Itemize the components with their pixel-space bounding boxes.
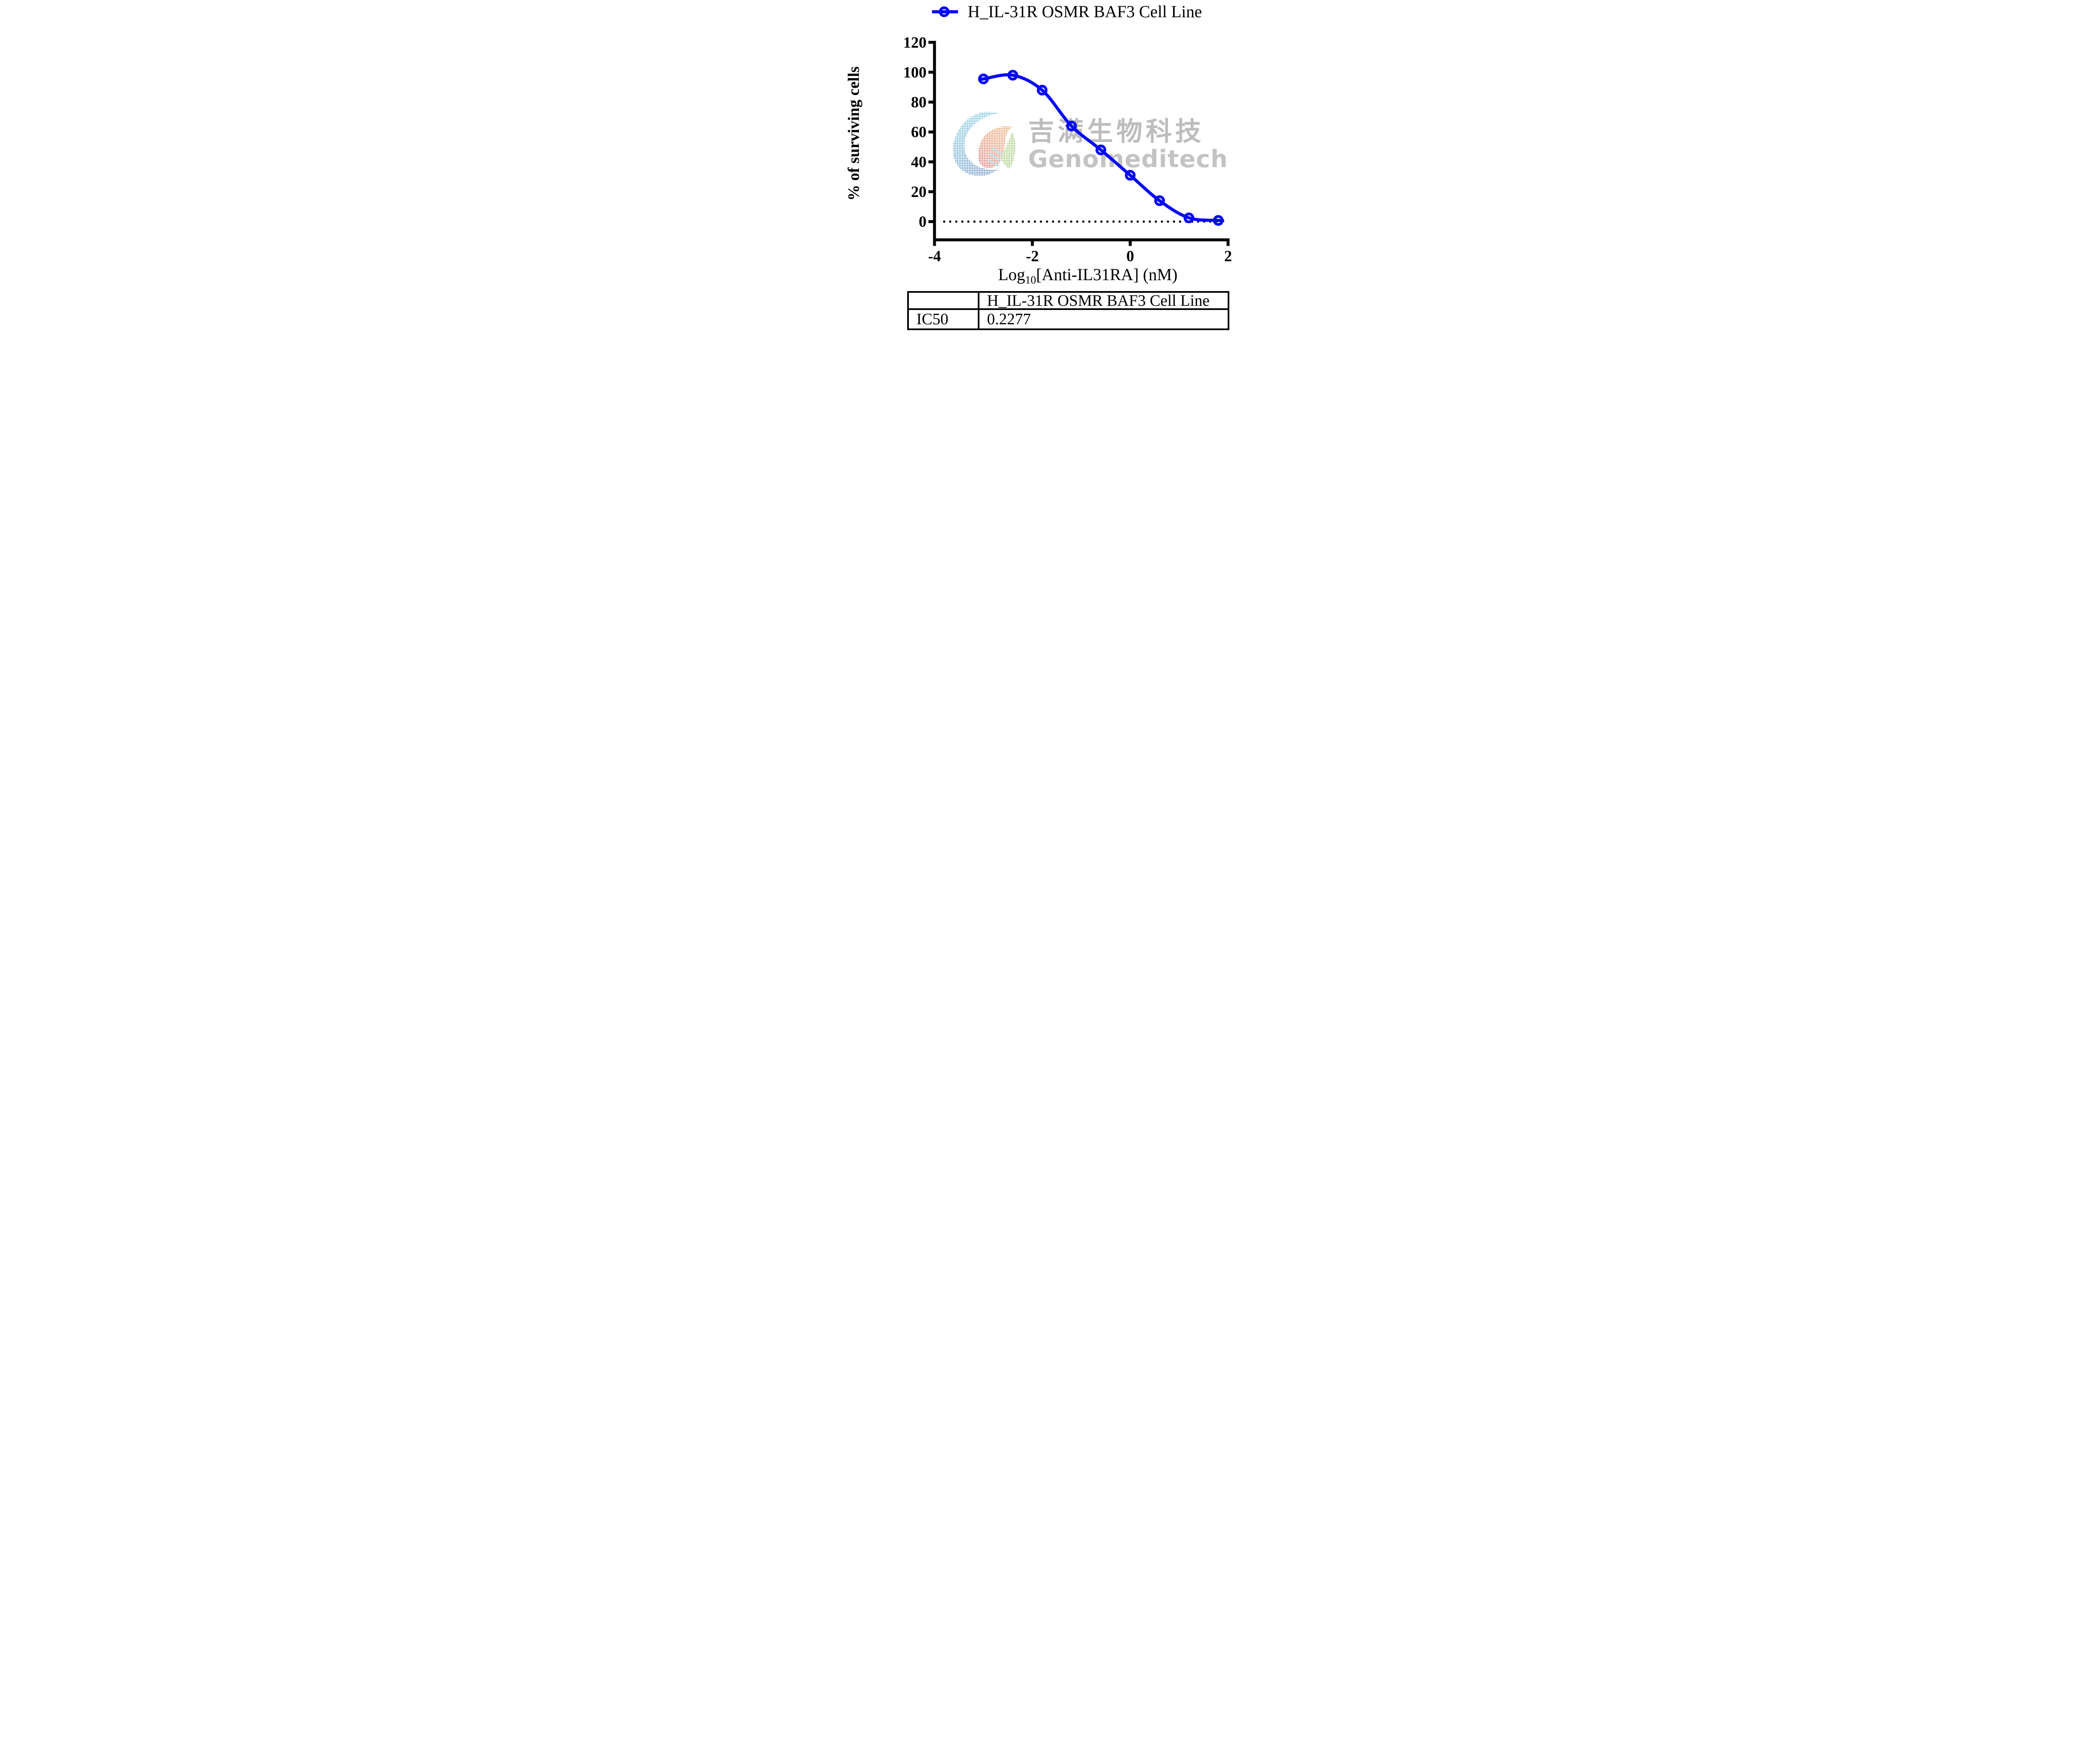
legend: H_IL-31R OSMR BAF3 Cell Line xyxy=(932,3,1202,21)
logo-dna-strands xyxy=(987,147,1003,166)
x-axis-title-suffix: [Anti-IL31RA] (nM) xyxy=(1036,265,1178,284)
figure-canvas: 吉满生物科技 Genomeditech 0 20 40 60 80 100 120 -4 -2 0… xyxy=(727,0,1373,336)
legend-label: H_IL-31R OSMR BAF3 Cell Line xyxy=(968,2,1202,21)
data-point-marker-1 xyxy=(1007,70,1018,81)
y-axis-title: % of surviving cells xyxy=(845,66,863,201)
watermark-cn-text: 吉满生物科技 xyxy=(1028,116,1205,147)
data-point-marker-0 xyxy=(978,74,989,84)
y-tick-label-0: 0 xyxy=(919,213,927,231)
plot-area: 0 20 40 60 80 100 120 -4 -2 0 2 xyxy=(903,34,1232,265)
legend-marker-icon xyxy=(932,6,958,17)
x-tick-label--2: -2 xyxy=(1026,248,1039,265)
data-point-marker-4 xyxy=(1095,144,1106,155)
data-point-marker-5 xyxy=(1125,170,1136,181)
table-row-label-ic50: IC50 xyxy=(909,310,979,328)
x-tick-label-2: 2 xyxy=(1224,248,1232,265)
logo-teal-crescent xyxy=(953,112,998,176)
y-tick-label-120: 120 xyxy=(903,34,927,51)
x-axis-title-prefix: Log xyxy=(998,265,1025,284)
data-point-marker-2 xyxy=(1037,84,1048,96)
results-table: H_IL-31R OSMR BAF3 Cell Line IC50 0.2277 xyxy=(907,291,1229,330)
y-tick-label-80: 80 xyxy=(911,94,927,111)
watermark-en-text: Genomeditech xyxy=(1028,145,1228,173)
fitted-curve xyxy=(978,73,1224,223)
logo-red-crescent xyxy=(978,126,1012,168)
y-tick-label-40: 40 xyxy=(911,154,927,171)
y-tick-label-60: 60 xyxy=(911,124,927,141)
logo-green-leaf-arc xyxy=(1000,131,1016,169)
data-point-marker-3 xyxy=(1066,121,1077,131)
x-axis-title: Log10[Anti-IL31RA] (nM) xyxy=(937,265,1239,286)
watermark-logo xyxy=(953,112,1016,176)
data-point-marker-8 xyxy=(1213,215,1224,226)
data-point-marker-6 xyxy=(1154,195,1165,206)
data-point-marker-7 xyxy=(1184,212,1194,223)
table-ic50-value: 0.2277 xyxy=(987,310,1031,328)
table-cell-empty xyxy=(909,293,979,310)
x-axis-title-subscript: 10 xyxy=(1025,274,1036,286)
table-header-cell-line: H_IL-31R OSMR BAF3 Cell Line xyxy=(979,293,1228,310)
y-tick-label-100: 100 xyxy=(903,64,927,81)
x-tick-label--4: -4 xyxy=(928,248,941,265)
x-tick-label-0: 0 xyxy=(1126,248,1134,265)
y-tick-label-20: 20 xyxy=(911,184,927,201)
